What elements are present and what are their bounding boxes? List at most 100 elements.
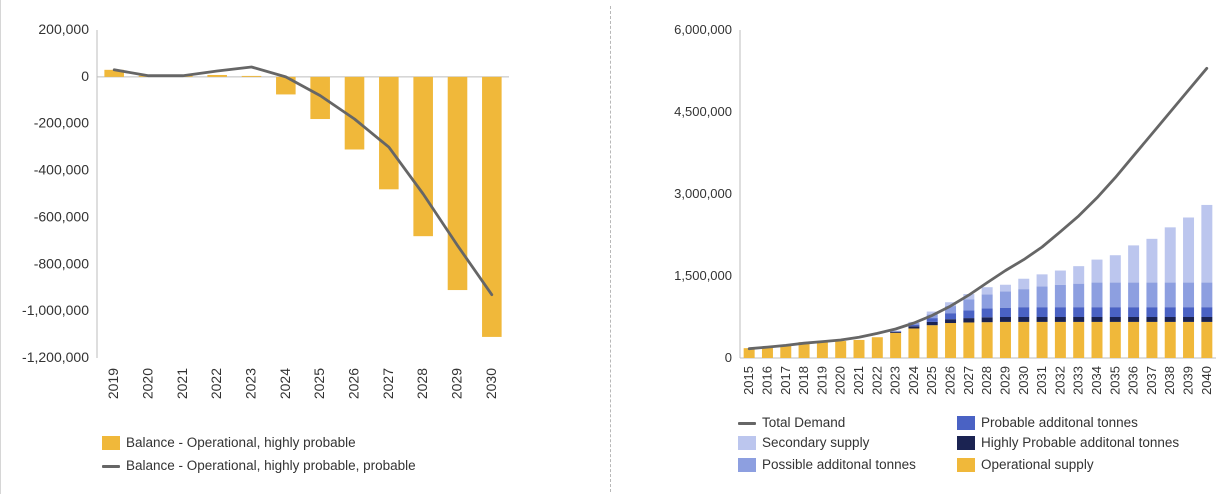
bar	[1146, 321, 1158, 358]
x-tick-label: 2016	[759, 366, 774, 395]
bar	[1201, 317, 1213, 322]
bar	[1146, 282, 1158, 308]
y-tick-label: 6,000,000	[674, 22, 732, 37]
bar	[1036, 286, 1048, 308]
bar	[999, 317, 1011, 322]
bar	[1128, 321, 1140, 358]
bar	[835, 341, 847, 358]
bar	[1091, 259, 1103, 283]
bar	[1036, 307, 1048, 317]
legend-label: Probable additonal tonnes	[981, 415, 1138, 430]
x-tick-label: 2034	[1089, 366, 1104, 395]
x-tick-label: 2023	[243, 368, 259, 399]
legend-swatch-line	[102, 465, 120, 468]
y-tick-label: 0	[725, 350, 732, 365]
legend-swatch-line	[738, 422, 756, 425]
bar	[999, 321, 1011, 358]
bar	[1183, 307, 1195, 317]
x-tick-label: 2037	[1144, 366, 1159, 395]
x-tick-label: 2028	[979, 366, 994, 395]
bar	[926, 325, 938, 358]
x-tick-label: 2032	[1052, 366, 1067, 395]
bar	[1054, 270, 1066, 285]
bar	[1109, 317, 1121, 322]
bar	[945, 313, 957, 320]
x-tick-label: 2017	[778, 366, 793, 395]
x-tick-label: 2019	[814, 366, 829, 395]
x-tick-label: 2023	[888, 366, 903, 395]
bar	[999, 307, 1011, 317]
x-tick-label: 2024	[906, 366, 921, 395]
x-tick-label: 2029	[449, 368, 465, 399]
bar	[104, 69, 124, 77]
legend-swatch-bar	[738, 436, 756, 450]
bar	[890, 332, 902, 358]
x-tick-label: 2030	[483, 368, 499, 399]
x-tick-label: 2020	[140, 368, 156, 399]
bar	[482, 76, 502, 337]
bar	[981, 317, 993, 323]
bar	[1073, 317, 1085, 322]
bar	[1201, 321, 1213, 358]
x-tick-label: 2029	[997, 366, 1012, 395]
bar	[1109, 307, 1121, 317]
y-tick-label: 4,500,000	[674, 104, 732, 119]
x-tick-label: 2021	[174, 368, 190, 399]
supply-demand-chart: 0 1,500,000 3,000,000 4,500,000 6,000,000 201…	[674, 22, 1216, 395]
legend-label: Possible additonal tonnes	[762, 457, 916, 472]
y-tick-label: 0	[81, 68, 89, 84]
x-tick-label: 2022	[869, 366, 884, 395]
bar	[908, 324, 920, 327]
bar	[871, 337, 883, 358]
legend-label: Balance - Operational, highly probable, …	[126, 458, 416, 473]
bar	[963, 318, 975, 323]
panel-divider	[610, 6, 611, 492]
bar	[1183, 317, 1195, 322]
bar	[1201, 307, 1213, 317]
bar	[1164, 227, 1176, 283]
x-tick-label: 2036	[1126, 366, 1141, 395]
bar	[1018, 278, 1030, 290]
bar	[945, 302, 957, 307]
bar	[1109, 255, 1121, 283]
series-line	[112, 65, 494, 297]
x-tick-label: 2031	[1034, 366, 1049, 395]
bar	[1073, 283, 1085, 308]
bar	[1054, 321, 1066, 358]
left-chart-panel: 200,000 0 -200,000 -400,000 -600,000 -800,000…	[0, 0, 611, 494]
bar	[981, 308, 993, 318]
bar	[743, 348, 755, 358]
bar	[1091, 321, 1103, 358]
bar	[276, 76, 296, 95]
x-tick-label: 2038	[1162, 366, 1177, 395]
x-tick-label: 2026	[346, 368, 362, 399]
bar	[999, 284, 1011, 292]
bar	[1128, 307, 1140, 317]
bar	[1054, 307, 1066, 317]
bar	[1054, 284, 1066, 308]
bar	[1109, 282, 1121, 308]
bar	[908, 328, 920, 358]
bar	[1201, 204, 1213, 283]
legend-swatch-bar	[957, 458, 975, 472]
bar	[963, 322, 975, 358]
legend-label: Operational supply	[981, 457, 1094, 472]
bar	[798, 342, 810, 358]
x-tick-label: 2035	[1107, 366, 1122, 395]
bar	[1036, 274, 1048, 287]
legend-label: Balance - Operational, highly probable	[126, 435, 356, 450]
legend-label: Total Demand	[762, 415, 846, 430]
bar	[1073, 266, 1085, 284]
bar	[981, 287, 993, 295]
x-tick-label: 2021	[851, 366, 866, 395]
bar	[1128, 282, 1140, 308]
x-tick-label: 2040	[1199, 366, 1214, 395]
legend-swatch-bar	[957, 416, 975, 430]
bar	[1091, 307, 1103, 317]
x-tick-label: 2020	[833, 366, 848, 395]
x-tick-label: 2030	[1016, 366, 1031, 395]
bar	[890, 331, 902, 333]
y-tick-label: 1,500,000	[674, 268, 732, 283]
right-chart-panel: 0 1,500,000 3,000,000 4,500,000 6,000,000 201…	[612, 0, 1231, 494]
x-tick-label: 2022	[208, 368, 224, 399]
